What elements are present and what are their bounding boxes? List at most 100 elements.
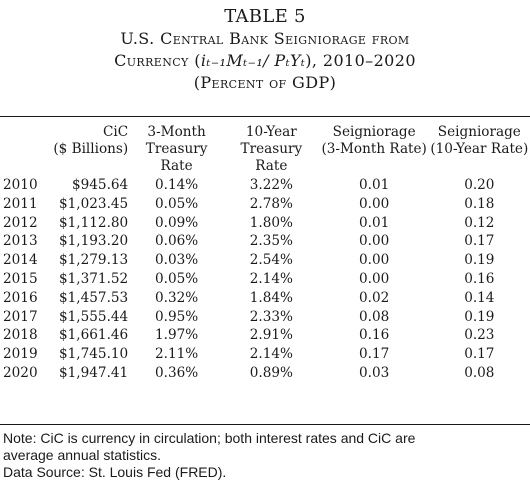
cic-cell: $1,457.53 [59, 289, 129, 306]
rate-3month-cell: 0.05% [155, 195, 199, 212]
rate-3month-cell: 0.03% [155, 252, 199, 269]
title-line-2-suffix: ), 2010–2020 [305, 51, 416, 70]
year-cell: 2017 [3, 308, 38, 325]
cic-cell: $1,279.13 [59, 252, 129, 269]
title-formula: iₜ₋₁Mₜ₋₁/ PₜYₜ [200, 51, 306, 70]
year-cell: 2016 [3, 289, 38, 306]
title-line-2: Currency (iₜ₋₁Mₜ₋₁/ PₜYₜ), 2010–2020 [0, 50, 530, 72]
seigniorage-3month-cell: 0.00 [359, 270, 390, 287]
table-row: 2019 $1,745.10 2.11% 2.14% 0.17 0.17 [0, 345, 530, 364]
seigniorage-3month-cell: 0.01 [359, 177, 390, 193]
rate-3month-cell: 2.11% [155, 346, 199, 363]
rate-3month-cell: 0.05% [155, 270, 199, 287]
seigniorage-10year-cell: 0.23 [464, 327, 495, 344]
cic-cell: $1,555.44 [59, 308, 129, 325]
seigniorage-3month-cell: 0.00 [359, 195, 390, 212]
header-cic: CiC ($ Billions) [53, 124, 129, 157]
header-3month-rate: 3-Month Treasury Rate [145, 124, 208, 174]
seigniorage-3month-cell: 0.08 [359, 308, 390, 325]
seigniorage-3month-cell: 0.01 [359, 214, 390, 231]
rate-10year-cell: 3.22% [249, 177, 293, 193]
seigniorage-3month-cell: 0.16 [359, 327, 390, 344]
rate-3month-cell: 0.09% [155, 214, 199, 231]
note-line-1: Note: CiC is currency in circulation; bo… [3, 430, 416, 446]
seigniorage-10year-cell: 0.14 [464, 289, 495, 306]
rate-3month-cell: 0.95% [155, 308, 199, 325]
rate-3month-cell: 0.32% [155, 289, 199, 306]
table-body: 2010 $945.64 0.14% 3.22% 0.01 0.20 2011 $1,023.… [0, 176, 530, 383]
table-row: 2012 $1,112.80 0.09% 1.80% 0.01 0.12 [0, 214, 530, 233]
cic-cell: $1,193.20 [59, 233, 129, 250]
table-label: TABLE 5 [224, 6, 306, 27]
cic-cell: $1,112.80 [59, 214, 129, 231]
rate-10year-cell: 2.35% [249, 233, 293, 250]
table-row: 2013 $1,193.20 0.06% 2.35% 0.00 0.17 [0, 232, 530, 251]
rate-10year-cell: 1.84% [249, 289, 293, 306]
cic-cell: $945.64 [71, 177, 129, 193]
seigniorage-3month-cell: 0.02 [359, 289, 390, 306]
table-note: Note: CiC is currency in circulation; bo… [3, 430, 523, 481]
seigniorage-3month-cell: 0.00 [359, 233, 390, 250]
rate-10year-cell: 2.54% [249, 252, 293, 269]
rate-10year-cell: 2.33% [249, 308, 293, 325]
cic-cell: $1,745.10 [59, 346, 129, 363]
seigniorage-10year-cell: 0.20 [464, 177, 495, 193]
seigniorage-3month-cell: 0.03 [359, 364, 390, 381]
rate-3month-cell: 0.36% [155, 364, 199, 381]
rate-10year-cell: 2.78% [249, 195, 293, 212]
year-cell: 2010 [3, 177, 38, 193]
title-line-1: U.S. Central Bank Seigniorage from [120, 29, 410, 48]
seigniorage-10year-cell: 0.19 [464, 252, 495, 269]
table-row: 2015 $1,371.52 0.05% 2.14% 0.00 0.16 [0, 270, 530, 289]
table-title: TABLE 5 U.S. Central Bank Seigniorage fr… [0, 6, 530, 94]
seigniorage-10year-cell: 0.16 [464, 270, 495, 287]
data-source: Data Source: St. Louis Fed (FRED). [3, 464, 227, 480]
rate-3month-cell: 0.06% [155, 233, 199, 250]
rate-10year-cell: 2.91% [249, 327, 293, 344]
seigniorage-10year-cell: 0.17 [464, 346, 495, 363]
cic-cell: $1,947.41 [59, 364, 129, 381]
header-seigniorage-10year: Seigniorage (10-Year Rate) [430, 124, 529, 157]
seigniorage-10year-cell: 0.12 [464, 214, 495, 231]
table-row: 2014 $1,279.13 0.03% 2.54% 0.00 0.19 [0, 251, 530, 270]
table-row: 2011 $1,023.45 0.05% 2.78% 0.00 0.18 [0, 195, 530, 214]
year-cell: 2014 [3, 252, 38, 269]
rate-10year-cell: 0.89% [249, 364, 293, 381]
cic-cell: $1,661.46 [59, 327, 129, 344]
table-row: 2018 $1,661.46 1.97% 2.91% 0.16 0.23 [0, 326, 530, 345]
year-cell: 2013 [3, 233, 38, 250]
cic-cell: $1,023.45 [59, 195, 129, 212]
seigniorage-10year-cell: 0.08 [464, 364, 495, 381]
top-rule [0, 116, 530, 117]
seigniorage-3month-cell: 0.00 [359, 252, 390, 269]
year-cell: 2012 [3, 214, 38, 231]
header-seigniorage-3month: Seigniorage (3-Month Rate) [321, 124, 427, 157]
table-row: 2017 $1,555.44 0.95% 2.33% 0.08 0.19 [0, 308, 530, 327]
note-line-2: average annual statistics. [3, 447, 161, 463]
title-line-2-prefix: Currency ( [114, 51, 201, 70]
header-row: CiC ($ Billions) 3-Month Treasury Rate 10-… [0, 124, 530, 176]
table-row: 2016 $1,457.53 0.32% 1.84% 0.02 0.14 [0, 289, 530, 308]
table-row: 2010 $945.64 0.14% 3.22% 0.01 0.20 [0, 176, 530, 195]
year-cell: 2011 [3, 195, 38, 212]
rate-3month-cell: 0.14% [155, 177, 199, 193]
seigniorage-3month-cell: 0.17 [359, 346, 390, 363]
bottom-rule [0, 424, 530, 425]
table-row: 2020 $1,947.41 0.36% 0.89% 0.03 0.08 [0, 364, 530, 383]
rate-10year-cell: 2.14% [249, 270, 293, 287]
year-cell: 2020 [3, 364, 38, 381]
seigniorage-10year-cell: 0.18 [464, 195, 495, 212]
cic-cell: $1,371.52 [59, 270, 129, 287]
seigniorage-table: CiC ($ Billions) 3-Month Treasury Rate 10-… [0, 124, 530, 383]
year-cell: 2015 [3, 270, 38, 287]
header-10year-rate: 10-Year Treasury Rate [240, 124, 303, 174]
year-cell: 2018 [3, 327, 38, 344]
rate-10year-cell: 1.80% [249, 214, 293, 231]
header-year [0, 124, 47, 176]
seigniorage-10year-cell: 0.17 [464, 233, 495, 250]
rate-3month-cell: 1.97% [155, 327, 199, 344]
seigniorage-10year-cell: 0.19 [464, 308, 495, 325]
title-line-3: (Percent of GDP) [193, 73, 337, 92]
year-cell: 2019 [3, 346, 38, 363]
